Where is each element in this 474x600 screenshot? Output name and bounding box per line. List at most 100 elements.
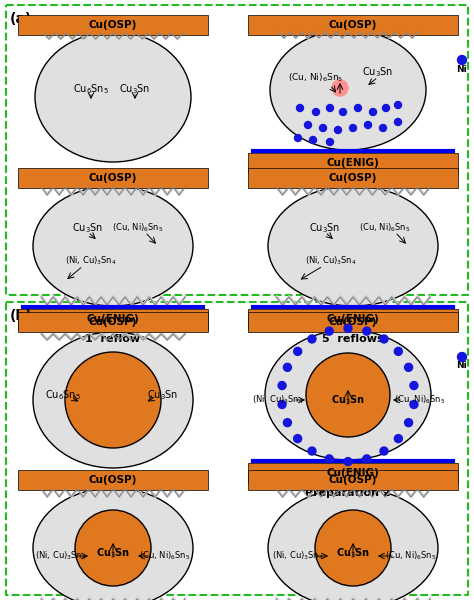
Ellipse shape xyxy=(270,30,426,150)
Text: Cu$_3$Sn: Cu$_3$Sn xyxy=(362,65,393,79)
Text: Cu(OSP): Cu(OSP) xyxy=(329,475,377,485)
Circle shape xyxy=(394,101,401,109)
Ellipse shape xyxy=(268,488,438,600)
Bar xyxy=(6,302,468,595)
Ellipse shape xyxy=(35,32,191,162)
Circle shape xyxy=(365,121,372,128)
Circle shape xyxy=(457,55,466,64)
Circle shape xyxy=(355,104,362,112)
Text: Cu(OSP): Cu(OSP) xyxy=(329,317,377,327)
Bar xyxy=(18,312,208,332)
Circle shape xyxy=(344,458,352,466)
Text: Cu$_3$Sn: Cu$_3$Sn xyxy=(331,393,365,407)
Circle shape xyxy=(410,400,418,409)
Circle shape xyxy=(339,109,346,115)
Circle shape xyxy=(457,352,466,361)
Circle shape xyxy=(312,109,319,115)
Text: Cu$_3$Sn: Cu$_3$Sn xyxy=(119,82,151,96)
Circle shape xyxy=(308,447,316,455)
Circle shape xyxy=(278,400,286,409)
Text: (Cu, Ni)$_6$Sn$_5$: (Cu, Ni)$_6$Sn$_5$ xyxy=(288,72,344,84)
Ellipse shape xyxy=(306,353,390,437)
Circle shape xyxy=(278,382,286,389)
Circle shape xyxy=(335,127,341,133)
Text: Cu(OSP): Cu(OSP) xyxy=(89,317,137,327)
Bar xyxy=(18,168,208,188)
Text: Cu$_3$Sn: Cu$_3$Sn xyxy=(147,388,179,402)
Circle shape xyxy=(349,124,356,131)
Ellipse shape xyxy=(33,186,193,306)
Text: (Cu, Ni)$_6$Sn$_5$: (Cu, Ni)$_6$Sn$_5$ xyxy=(359,222,411,234)
Text: Ni: Ni xyxy=(456,361,467,370)
Text: (Cu, Ni)$_6$Sn$_5$: (Cu, Ni)$_6$Sn$_5$ xyxy=(112,222,164,234)
Bar xyxy=(248,168,458,188)
Circle shape xyxy=(332,80,348,96)
Ellipse shape xyxy=(315,510,391,586)
Circle shape xyxy=(294,434,301,443)
Circle shape xyxy=(370,109,376,115)
Circle shape xyxy=(297,104,303,112)
Ellipse shape xyxy=(265,330,431,460)
Circle shape xyxy=(380,335,388,343)
Circle shape xyxy=(294,347,301,355)
Circle shape xyxy=(394,434,402,443)
Text: Cu(OSP): Cu(OSP) xyxy=(329,20,377,30)
Text: 1  reflow: 1 reflow xyxy=(85,334,141,344)
Text: 5  reflows: 5 reflows xyxy=(322,334,384,344)
Circle shape xyxy=(294,134,301,142)
Circle shape xyxy=(363,455,371,463)
Circle shape xyxy=(283,419,292,427)
Bar xyxy=(248,312,458,332)
Text: Cu(OSP): Cu(OSP) xyxy=(329,173,377,183)
Bar xyxy=(18,309,208,329)
Text: Cu(OSP): Cu(OSP) xyxy=(89,475,137,485)
Bar xyxy=(18,470,208,490)
Text: Preparation 1: Preparation 1 xyxy=(70,477,156,487)
Bar xyxy=(248,470,458,490)
Circle shape xyxy=(327,104,334,112)
Text: Cu$_6$Sn$_5$: Cu$_6$Sn$_5$ xyxy=(73,82,109,96)
Text: (Cu, Ni)$_6$Sn$_5$: (Cu, Ni)$_6$Sn$_5$ xyxy=(139,550,191,562)
Text: (a): (a) xyxy=(10,12,32,26)
Bar xyxy=(248,309,458,329)
Circle shape xyxy=(394,118,401,125)
Circle shape xyxy=(380,124,386,131)
Ellipse shape xyxy=(33,488,193,600)
Text: Cu(OSP): Cu(OSP) xyxy=(89,20,137,30)
Text: Cu$_3$Sn: Cu$_3$Sn xyxy=(336,546,370,560)
Text: Preparation 2: Preparation 2 xyxy=(305,488,391,498)
Bar xyxy=(248,15,458,35)
Circle shape xyxy=(344,325,352,332)
Text: Cu(ENIG): Cu(ENIG) xyxy=(327,314,379,324)
Circle shape xyxy=(319,124,327,131)
Circle shape xyxy=(405,419,412,427)
Circle shape xyxy=(405,364,412,371)
Circle shape xyxy=(410,382,418,389)
Text: Cu$_3$Sn: Cu$_3$Sn xyxy=(96,546,130,560)
Circle shape xyxy=(325,455,333,463)
Circle shape xyxy=(308,335,316,343)
Text: (Ni, Cu)$_3$Sn$_4$: (Ni, Cu)$_3$Sn$_4$ xyxy=(65,255,117,267)
Ellipse shape xyxy=(33,332,193,468)
Text: (Ni, Cu)$_3$Sn$_4$: (Ni, Cu)$_3$Sn$_4$ xyxy=(35,550,87,562)
Text: (b): (b) xyxy=(10,309,33,323)
Circle shape xyxy=(283,364,292,371)
Circle shape xyxy=(325,327,333,335)
Text: Preparation 2: Preparation 2 xyxy=(305,178,391,188)
Text: Cu(ENIG): Cu(ENIG) xyxy=(87,314,139,324)
Circle shape xyxy=(394,347,402,355)
Ellipse shape xyxy=(268,186,438,306)
Circle shape xyxy=(327,139,334,145)
Circle shape xyxy=(380,447,388,455)
Text: Cu(ENIG): Cu(ENIG) xyxy=(327,468,379,478)
Circle shape xyxy=(383,104,390,112)
Bar xyxy=(248,153,458,173)
Circle shape xyxy=(363,327,371,335)
Bar xyxy=(248,463,458,483)
Text: Cu(OSP): Cu(OSP) xyxy=(89,173,137,183)
Text: (Ni, Cu)$_3$Sn$_4$: (Ni, Cu)$_3$Sn$_4$ xyxy=(272,550,324,562)
Text: (Ni, Cu)$_3$Sn$_4$: (Ni, Cu)$_3$Sn$_4$ xyxy=(305,255,357,267)
Text: Cu$_3$Sn: Cu$_3$Sn xyxy=(73,221,104,235)
Text: (Cu, Ni)$_6$Sn$_5$: (Cu, Ni)$_6$Sn$_5$ xyxy=(385,550,437,562)
Text: (Ni, Cu)$_3$Sn$_4$: (Ni, Cu)$_3$Sn$_4$ xyxy=(252,394,304,406)
